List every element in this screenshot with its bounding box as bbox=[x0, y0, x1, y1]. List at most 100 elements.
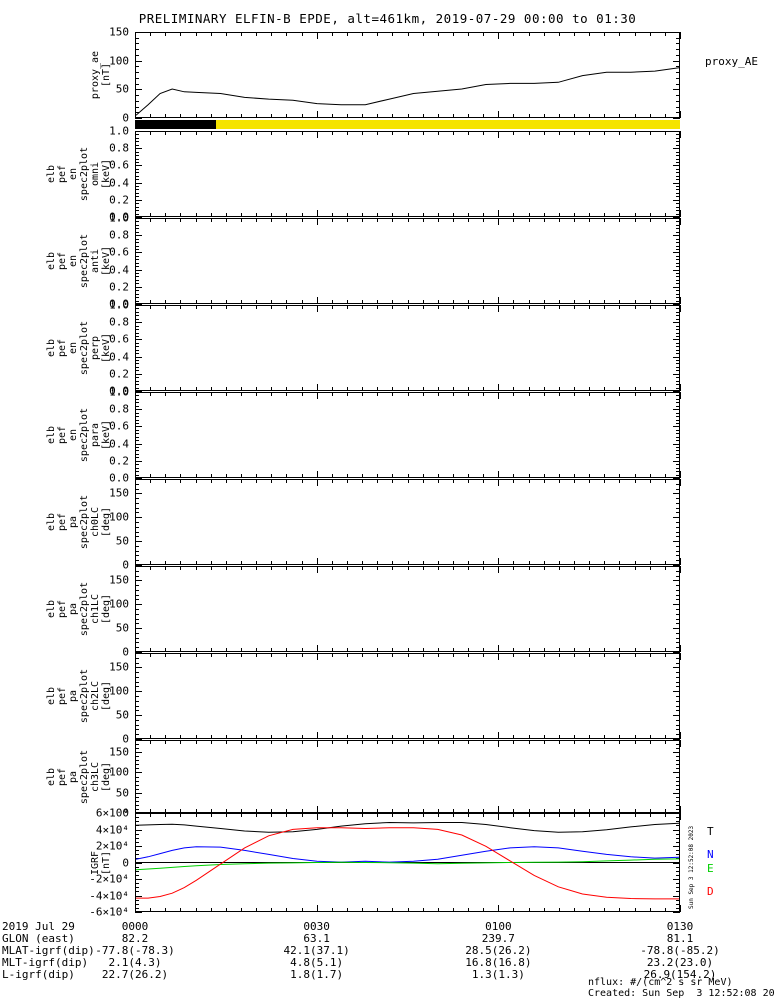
ytick-proxy-ae-2: 100 bbox=[109, 54, 129, 68]
xaxis-date-label: 2019 Jul 29 bbox=[2, 920, 75, 933]
ylabel-pa-ch2lc-4: ch2LC bbox=[90, 680, 101, 712]
cell-3-2: 23.2(23.0) bbox=[646, 956, 714, 969]
ytick-en-anti-0: 0.0 bbox=[109, 297, 129, 311]
ytick-pa-ch2lc-0: 0 bbox=[122, 732, 129, 746]
ylabel-en-anti-5: [keV] bbox=[101, 245, 112, 277]
ylabel-pa-ch1lc-1: pef bbox=[57, 599, 68, 619]
ytick-en-para-0: 0.0 bbox=[109, 471, 129, 485]
ytick-en-omni-4: 0.8 bbox=[109, 141, 129, 155]
row-label-0: GLON (east) bbox=[2, 932, 75, 945]
ylabel-pa-ch1lc-0: elb bbox=[46, 599, 57, 619]
status-bar-black bbox=[135, 120, 216, 129]
ytick-en-perp-0: 0.0 bbox=[109, 384, 129, 398]
cell-3-1: -78.8(-85.2) bbox=[640, 944, 720, 957]
ytick-en-anti-2: 0.4 bbox=[109, 263, 129, 277]
ylabel-en-anti-1: pef bbox=[57, 251, 68, 271]
ylabel-en-anti-2: en bbox=[68, 254, 79, 268]
ytick-en-perp-3: 0.6 bbox=[109, 332, 129, 346]
ylabel-pa-ch0lc-3: spec2plot bbox=[79, 494, 90, 550]
cell-2-0: 239.7 bbox=[481, 932, 515, 945]
cell-3-0: 81.1 bbox=[666, 932, 694, 945]
cell-2-2: 16.8(16.8) bbox=[465, 956, 532, 969]
ylabel-proxy-ae-0: proxy_ae bbox=[90, 50, 101, 100]
ytick-en-anti-3: 0.6 bbox=[109, 245, 129, 259]
panel-pa-ch0lc bbox=[135, 479, 680, 565]
ylabel-en-perp-2: en bbox=[68, 341, 79, 355]
ytick-proxy-ae-0: 0 bbox=[122, 111, 129, 125]
ytick-en-omni-1: 0.2 bbox=[109, 193, 129, 207]
ytick-en-perp-5: 1.0 bbox=[109, 298, 129, 312]
ytick-en-para-1: 0.2 bbox=[109, 454, 129, 468]
ytick-pa-ch1lc-0: 0 bbox=[122, 645, 129, 659]
ytick-en-anti-5: 1.0 bbox=[109, 211, 129, 225]
panel-en-perp bbox=[135, 305, 680, 391]
panel-en-anti bbox=[135, 218, 680, 304]
ytick-pa-ch3lc-0: 0 bbox=[122, 806, 129, 820]
ylabel-en-para-4: para bbox=[90, 422, 101, 448]
panel-pa-ch3lc bbox=[135, 740, 680, 813]
ytick-igrf-0: -6×10⁴ bbox=[89, 905, 129, 919]
ylabel-en-para-0: elb bbox=[46, 425, 57, 445]
ylabel-pa-ch2lc-3: spec2plot bbox=[79, 668, 90, 724]
ytick-en-omni-2: 0.4 bbox=[109, 176, 129, 190]
ytick-pa-ch2lc-1: 50 bbox=[115, 708, 129, 722]
ytick-igrf-5: 4×10⁴ bbox=[95, 823, 129, 836]
ylabel-pa-ch0lc-5: [deg] bbox=[101, 506, 112, 538]
xtick-0130: 0130 bbox=[666, 920, 694, 933]
panel-en-para bbox=[135, 392, 680, 478]
igrf-legend-T: T bbox=[707, 825, 714, 838]
footer-created: Created: Sun Sep 3 12:52:08 2023 bbox=[588, 988, 775, 999]
ytick-pa-ch0lc-3: 150 bbox=[109, 486, 129, 500]
footer-units: nflux: #/(cm^2 s sr MeV) bbox=[588, 977, 733, 988]
xtick-0000: 0000 bbox=[121, 920, 149, 933]
ylabel-en-para-5: [keV] bbox=[101, 419, 112, 451]
ylabel-pa-ch1lc-2: pa bbox=[68, 602, 79, 616]
ylabel-igrf-0: IGRF bbox=[90, 850, 101, 875]
igrf-legend-N: N bbox=[707, 848, 714, 861]
cell-1-3: 1.8(1.7) bbox=[290, 968, 344, 981]
ytick-pa-ch2lc-2: 100 bbox=[109, 684, 129, 698]
igrf-traces bbox=[136, 821, 679, 900]
ytick-en-para-3: 0.6 bbox=[109, 419, 129, 433]
row-label-2: MLT-igrf(dip) bbox=[2, 956, 89, 969]
xtick-0030: 0030 bbox=[303, 920, 330, 933]
ylabel-pa-ch0lc-4: ch0LC bbox=[90, 506, 101, 538]
ylabel-pa-ch1lc-3: spec2plot bbox=[79, 581, 90, 637]
cell-0-1: -77.8(-78.3) bbox=[95, 944, 175, 957]
ytick-pa-ch1lc-2: 100 bbox=[109, 597, 129, 611]
ytick-igrf-1: -4×10⁴ bbox=[89, 889, 129, 902]
ytick-pa-ch3lc-2: 100 bbox=[109, 765, 129, 779]
ytick-pa-ch3lc-3: 150 bbox=[109, 745, 129, 759]
ylabel-en-perp-3: spec2plot bbox=[79, 320, 90, 376]
ylabel-en-omni-4: omni bbox=[90, 161, 101, 187]
ylabel-en-omni-5: [keV] bbox=[101, 158, 112, 190]
ylabel-pa-ch3lc-2: pa bbox=[68, 770, 79, 783]
ylabel-en-perp-4: perp bbox=[90, 335, 101, 361]
ytick-proxy-ae-3: 150 bbox=[109, 25, 129, 39]
ylabel-en-anti-0: elb bbox=[46, 251, 57, 271]
igrf-vertical-timestamp: Sun Sep 3 12:52:08 2023 bbox=[688, 825, 695, 909]
cell-1-2: 4.8(5.1) bbox=[290, 956, 344, 969]
ylabel-pa-ch0lc-1: pef bbox=[57, 512, 68, 532]
cell-1-0: 63.1 bbox=[303, 932, 330, 945]
ytick-en-anti-1: 0.2 bbox=[109, 280, 129, 294]
ylabel-pa-ch2lc-5: [deg] bbox=[101, 680, 112, 712]
ylabel-en-para-1: pef bbox=[57, 425, 68, 445]
cell-0-2: 2.1(4.3) bbox=[108, 956, 162, 969]
ylabel-en-omni-3: spec2plot bbox=[79, 146, 90, 202]
cell-2-3: 1.3(1.3) bbox=[471, 968, 525, 981]
ytick-igrf-6: 6×10⁴ bbox=[95, 806, 129, 820]
row-label-3: L-igrf(dip) bbox=[2, 968, 75, 981]
ylabel-igrf-1: [nT] bbox=[101, 850, 112, 875]
ylabel-pa-ch1lc-4: ch1LC bbox=[90, 593, 101, 625]
cell-1-1: 42.1(37.1) bbox=[283, 944, 350, 957]
ylabel-en-omni-0: elb bbox=[46, 164, 57, 184]
ylabel-en-anti-3: spec2plot bbox=[79, 233, 90, 289]
ytick-pa-ch0lc-2: 100 bbox=[109, 510, 129, 524]
ylabel-en-omni-1: pef bbox=[57, 164, 68, 184]
xtick-0100: 0100 bbox=[485, 920, 512, 933]
ytick-proxy-ae-1: 50 bbox=[115, 82, 129, 96]
ytick-igrf-4: 2×10⁴ bbox=[95, 839, 129, 853]
ylabel-pa-ch3lc-5: [deg] bbox=[101, 761, 112, 792]
ytick-pa-ch1lc-1: 50 bbox=[115, 621, 129, 635]
